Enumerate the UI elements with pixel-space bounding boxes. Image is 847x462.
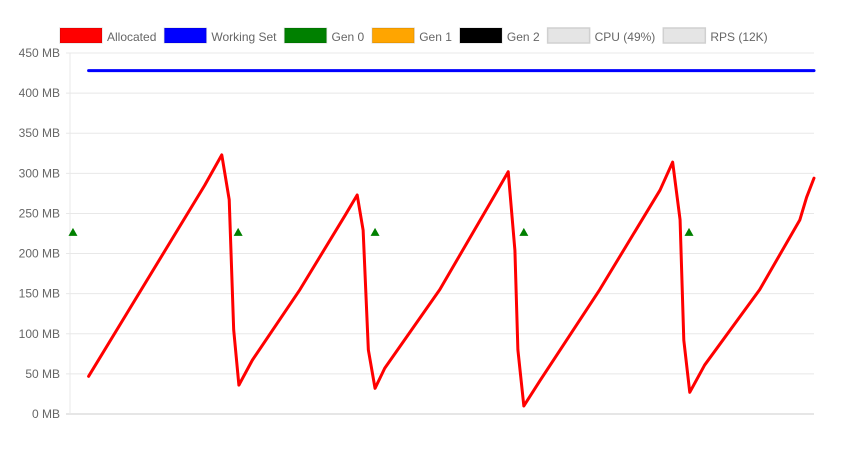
- legend-swatch[interactable]: [662, 27, 707, 44]
- gen0-marker: [68, 227, 78, 236]
- y-tick-label: 300 MB: [19, 166, 60, 180]
- legend-label[interactable]: CPU (49%): [595, 30, 656, 44]
- legend-label[interactable]: Working Set: [211, 30, 277, 44]
- y-tick-label: 400 MB: [19, 86, 60, 100]
- legend-swatch[interactable]: [163, 27, 208, 44]
- gen0-marker: [684, 227, 694, 236]
- y-tick-label: 350 MB: [19, 126, 60, 140]
- legend-swatch[interactable]: [283, 27, 328, 44]
- y-tick-label: 450 MB: [19, 46, 60, 60]
- y-tick-label: 100 MB: [19, 327, 60, 341]
- legend-label[interactable]: Allocated: [107, 30, 156, 44]
- y-tick-label: 150 MB: [19, 287, 60, 301]
- gen0-marker: [370, 227, 380, 236]
- y-tick-label: 50 MB: [25, 367, 60, 381]
- series-line-allocated: [87, 153, 816, 408]
- y-tick-label: 250 MB: [19, 206, 60, 220]
- legend-label[interactable]: Gen 2: [507, 30, 540, 44]
- legend-swatch[interactable]: [59, 27, 103, 44]
- gen0-marker: [233, 227, 243, 236]
- legend-swatch[interactable]: [546, 27, 591, 44]
- legend-label[interactable]: RPS (12K): [710, 30, 767, 44]
- legend-swatch[interactable]: [459, 27, 503, 44]
- gen0-marker: [519, 227, 529, 236]
- legend-label[interactable]: Gen 1: [419, 30, 452, 44]
- legend-swatch[interactable]: [371, 27, 415, 44]
- y-tick-label: 0 MB: [32, 407, 60, 421]
- y-tick-label: 200 MB: [19, 247, 60, 261]
- legend-label[interactable]: Gen 0: [332, 30, 365, 44]
